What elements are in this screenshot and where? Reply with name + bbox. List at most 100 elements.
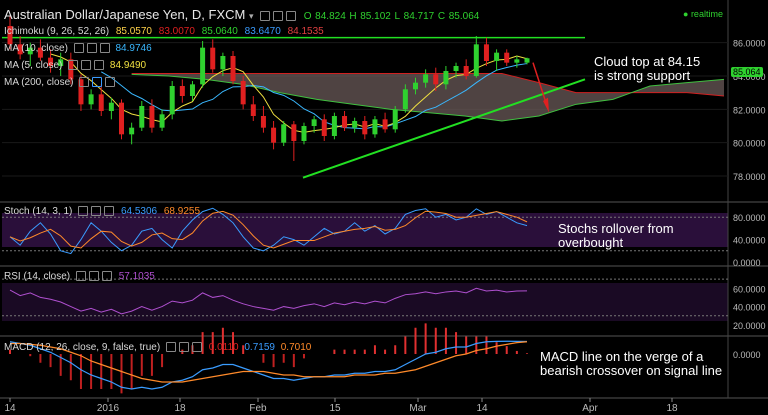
candle-body <box>524 58 530 63</box>
macd-line-value: 0.7159 <box>244 342 275 353</box>
eye-icon[interactable] <box>165 342 176 353</box>
eye-icon[interactable] <box>68 60 79 71</box>
rsi-label: RSI (14, close) <box>4 271 71 282</box>
candle-body <box>68 59 74 80</box>
stoch-label: Stoch (14, 3, 1) <box>4 206 73 217</box>
ma5-label: MA (5, close) <box>4 60 63 71</box>
x-tick-label: 14 <box>4 403 16 414</box>
stoch-annotation: Stochs rollover from overbought <box>558 222 674 250</box>
candle-body <box>514 59 520 63</box>
ichimoku-v2: 83.0070 <box>158 26 195 37</box>
rsi-band <box>2 283 728 321</box>
high-value: 85.102 <box>360 11 391 22</box>
macd-annotation-line1: MACD line on the verge of a <box>540 349 704 364</box>
candle-body <box>433 74 439 85</box>
settings-icon[interactable] <box>91 206 102 217</box>
close-icon[interactable] <box>286 10 297 21</box>
candle-body <box>7 26 13 45</box>
stoch-tick-label: 80.0000 <box>733 213 766 223</box>
stoch-d-value: 68.9255 <box>163 206 201 217</box>
settings-icon[interactable] <box>92 77 103 88</box>
x-tick-label: 2016 <box>97 403 120 414</box>
last-price-badge: 85.064 <box>731 67 763 77</box>
eye-icon[interactable] <box>78 206 89 217</box>
close-icon[interactable] <box>94 60 105 71</box>
main-title[interactable]: Australian Dollar/Japanese Yen, D, FXCM <box>4 7 246 22</box>
x-tick-label: Mar <box>409 403 427 414</box>
macd-hist-value: 0.0110 <box>208 342 239 353</box>
settings-icon[interactable] <box>86 43 97 54</box>
stoch-d-line <box>9 210 528 249</box>
candle-body <box>423 74 429 83</box>
candle-body <box>37 47 43 58</box>
eye-icon[interactable] <box>260 10 271 21</box>
candle-body <box>260 116 266 128</box>
rsi-line <box>9 287 528 315</box>
candle-body <box>402 89 408 110</box>
arrow-shaft <box>532 62 548 107</box>
stoch-legend[interactable]: Stoch (14, 3, 1) 64.5306 68.9255 <box>4 206 200 217</box>
ma10-value: 84.9746 <box>115 43 152 54</box>
open-value: 84.824 <box>315 11 346 22</box>
ma200-label: MA (200, close) <box>4 77 74 88</box>
ma10-legend[interactable]: MA (10, close) 84.9746 <box>4 43 152 54</box>
close-icon[interactable] <box>104 206 115 217</box>
x-tick-label: 18 <box>666 403 678 414</box>
settings-icon[interactable] <box>81 60 92 71</box>
candle-body <box>189 84 195 96</box>
settings-icon[interactable] <box>273 10 284 21</box>
candle-body <box>230 56 236 81</box>
realtime-label: realtime <box>690 9 723 19</box>
ma200-legend[interactable]: MA (200, close) <box>4 77 116 88</box>
candle-body <box>291 124 297 141</box>
candle-body <box>504 52 510 63</box>
candle-body <box>159 114 165 128</box>
ichimoku-label: Ichimoku (9, 26, 52, 26) <box>4 26 110 37</box>
x-tick-label: 18 <box>174 403 186 414</box>
candle-body <box>311 119 317 126</box>
low-value: 84.717 <box>403 11 435 22</box>
price-tick-label: 80.0000 <box>733 139 766 149</box>
ma5-legend[interactable]: MA (5, close) 84.9490 <box>4 60 146 71</box>
candle-body <box>240 81 246 105</box>
rsi-tick-label: 40.0000 <box>733 303 766 313</box>
ichimoku-legend[interactable]: Ichimoku (9, 26, 52, 26) 85.0570 83.0070… <box>4 26 324 37</box>
candle-body <box>119 102 125 135</box>
eye-icon[interactable] <box>79 77 90 88</box>
ma10-label: MA (10, close) <box>4 43 68 54</box>
candle-body <box>48 57 54 66</box>
settings-icon[interactable] <box>178 342 189 353</box>
rsi-tick-label: 60.0000 <box>733 284 766 294</box>
candle-body <box>129 127 135 135</box>
candle-body <box>200 47 206 85</box>
price-tick-label: 86.0000 <box>733 39 766 49</box>
candle-body <box>382 119 388 130</box>
close-icon[interactable] <box>191 342 202 353</box>
uptrend-line <box>302 78 586 179</box>
eye-icon[interactable] <box>75 271 86 282</box>
candle-body <box>108 102 114 111</box>
cloud-bottom-line <box>131 73 725 122</box>
stoch-annotation-line1: Stochs rollover from <box>558 221 674 236</box>
macd-legend[interactable]: MACD (12, 26, close, 9, false, true) 0.0… <box>4 342 311 353</box>
chart-header: Australian Dollar/Japanese Yen, D, FXCM … <box>4 7 480 22</box>
close-icon[interactable] <box>105 77 116 88</box>
rsi-value: 57.1035 <box>118 271 155 282</box>
candle-body <box>392 109 398 130</box>
arrow-head <box>543 97 549 113</box>
close-icon[interactable] <box>99 43 110 54</box>
settings-icon[interactable] <box>88 271 99 282</box>
eye-icon[interactable] <box>73 43 84 54</box>
price-tick-label: 82.0000 <box>733 105 766 115</box>
realtime-indicator: ● realtime <box>683 9 723 19</box>
cloud-annotation: Cloud top at 84.15 is strong support <box>594 55 700 83</box>
ichimoku-cloud <box>131 73 724 121</box>
stoch-tick-label: 40.0000 <box>733 236 766 246</box>
close-icon[interactable] <box>101 271 112 282</box>
macd-signal-value: 0.7010 <box>280 342 312 353</box>
stoch-k-value: 64.5306 <box>120 206 158 217</box>
x-tick-label: Apr <box>582 403 598 414</box>
symbol-dropdown-icon[interactable]: ▾ <box>248 11 254 21</box>
rsi-legend[interactable]: RSI (14, close) 57.1035 <box>4 271 155 282</box>
